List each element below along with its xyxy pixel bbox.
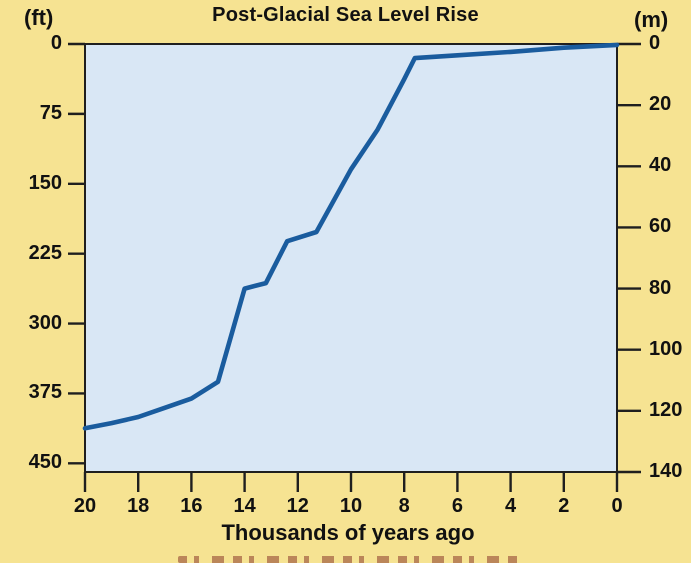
left-axis-tick-label: 450: [28, 451, 62, 474]
x-axis-tick-label: 8: [398, 495, 410, 517]
plot-area: [84, 43, 618, 473]
left-axis-tick-label: 375: [28, 381, 62, 404]
x-axis-tick-label: 0: [611, 495, 623, 517]
right-axis-tick-label: 100: [649, 337, 683, 360]
left-axis-tick-label: 75: [39, 101, 62, 124]
x-axis-tick-label: 12: [286, 495, 309, 517]
x-axis-tick-label: 16: [180, 495, 203, 517]
left-axis-unit-label: (ft): [24, 5, 54, 30]
right-axis-tick-label: 40: [649, 154, 672, 177]
x-axis-tick-label: 20: [73, 495, 97, 517]
chart-title: Post-Glacial Sea Level Rise: [212, 4, 479, 26]
x-axis-title: Thousands of years ago: [221, 520, 475, 545]
x-axis-tick-label: 18: [127, 495, 150, 517]
right-axis-tick-label: 20: [649, 93, 672, 116]
right-axis-tick-label: 60: [649, 215, 672, 238]
right-axis-tick-label: 120: [649, 398, 683, 421]
right-axis-tick-label: 140: [649, 460, 683, 482]
sea-level-curve: [82, 42, 620, 431]
cropped-caption-fragment: [178, 556, 523, 563]
x-axis-tick-label: 4: [505, 495, 517, 517]
left-axis-tick-label: 0: [50, 32, 62, 54]
x-axis-tick-label: 10: [339, 495, 363, 517]
left-axis-tick-label: 225: [28, 241, 62, 264]
right-axis-tick-label: 0: [649, 32, 661, 54]
left-axis-tick-label: 150: [28, 171, 62, 194]
left-axis-tick-label: 300: [28, 311, 62, 334]
right-axis-unit-label: (m): [634, 7, 669, 32]
x-axis-tick-label: 2: [558, 495, 570, 517]
right-axis-tick-label: 80: [649, 276, 672, 299]
x-axis-tick-label: 14: [233, 495, 256, 517]
x-axis-tick-label: 6: [451, 495, 463, 517]
